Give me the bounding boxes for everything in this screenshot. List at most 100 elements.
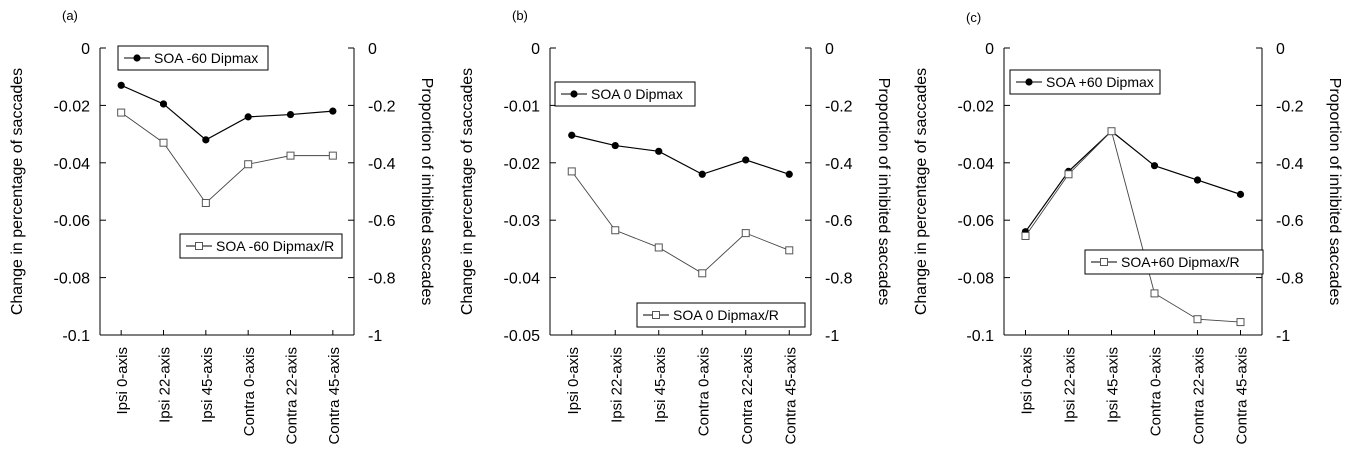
x-tick-label: Ipsi 45-axis	[199, 347, 216, 423]
x-tick-label: Contra 22-axis	[1191, 347, 1208, 445]
data-point	[1193, 315, 1202, 324]
legend-2: SOA 0 Dipmax/R	[636, 302, 806, 328]
legend-label: SOA +60 Dipmax	[1046, 74, 1154, 90]
y2-tick-label: -1	[368, 328, 382, 345]
data-point	[698, 170, 706, 178]
data-point	[159, 138, 168, 147]
y-tick-label: -0.02	[504, 156, 541, 173]
data-point	[785, 170, 793, 178]
y2-tick-label: -0.8	[368, 271, 396, 288]
y2-axis-label: Proportion of inhibited saccades	[418, 78, 435, 306]
data-point	[286, 151, 295, 160]
y-tick-label: -0.01	[504, 98, 541, 115]
data-point	[1064, 170, 1073, 179]
legend-marker	[1025, 78, 1033, 86]
legend-2: SOA+60 Dipmax/R	[1084, 249, 1264, 275]
data-point	[1021, 231, 1030, 240]
legend-marker	[195, 242, 203, 250]
data-point	[698, 269, 707, 278]
data-point	[117, 81, 125, 89]
y2-tick-label: -0.4	[825, 156, 853, 173]
series-line-2	[120, 112, 333, 204]
x-tick-label: Contra 22-axis	[739, 347, 756, 445]
data-point	[611, 226, 620, 235]
y2-tick-label: -0.8	[825, 271, 853, 288]
data-point	[742, 156, 750, 164]
y2-tick-label: -0.4	[1276, 156, 1304, 173]
y2-tick-label: -0.8	[1276, 271, 1304, 288]
data-point	[244, 160, 253, 169]
y-tick-label: -0.06	[958, 213, 995, 230]
y2-tick-label: -0.6	[368, 213, 396, 230]
data-point	[117, 108, 126, 117]
y-tick-label: 0	[985, 41, 994, 58]
y-tick-label: 0	[81, 41, 90, 58]
x-tick-label: Ipsi 0-axis	[1019, 347, 1036, 415]
data-point	[1150, 162, 1159, 170]
x-tick-label: Contra 45-axis	[1234, 347, 1251, 445]
y-tick-label: -0.02	[958, 98, 995, 115]
y2-tick-label: -1	[1276, 328, 1290, 345]
y2-tick-label: -0.2	[368, 98, 396, 115]
y-tick-label: -0.08	[958, 271, 995, 288]
x-tick-label: Contra 45-axis	[326, 347, 343, 445]
legend-1: SOA 0 Dipmax	[554, 81, 696, 107]
x-tick-label: Ipsi 22-axis	[157, 347, 174, 423]
x-tick-label: Ipsi 0-axis	[114, 347, 131, 415]
data-point	[741, 229, 750, 238]
y-axis-label: Change in percentage of saccades	[459, 68, 476, 315]
y-tick-label: -0.06	[54, 213, 91, 230]
data-point	[201, 198, 210, 207]
y-tick-label: -0.1	[966, 328, 994, 345]
data-point	[202, 136, 210, 144]
y-tick-label: -0.03	[504, 213, 541, 230]
legend-marker	[133, 54, 141, 62]
y-tick-label: -0.08	[54, 271, 91, 288]
data-point	[286, 110, 295, 119]
legend-marker	[570, 90, 578, 98]
x-tick-label: Ipsi 45-axis	[652, 347, 669, 423]
legend-1: SOA -60 Dipmax	[117, 45, 269, 71]
data-point	[329, 107, 337, 115]
y2-axis-label: Proportion of inhibited saccades	[1326, 78, 1343, 306]
series-line-1	[1025, 130, 1241, 233]
x-tick-label: Ipsi 22-axis	[608, 347, 625, 423]
legend-2: SOA -60 Dipmax/R	[179, 233, 343, 259]
x-tick-label: Ipsi 45-axis	[1105, 347, 1122, 423]
panel-label: (a)	[62, 8, 78, 23]
panel-label: (b)	[512, 8, 528, 23]
legend-label: SOA -60 Dipmax	[154, 50, 258, 66]
x-tick-label: Ipsi 0-axis	[565, 347, 582, 415]
y2-tick-label: 0	[825, 41, 834, 58]
y2-axis-label: Proportion of inhibited saccades	[875, 78, 892, 306]
y2-tick-label: -0.6	[1276, 213, 1304, 230]
y2-tick-label: -1	[825, 328, 839, 345]
legend-label: SOA+60 Dipmax/R	[1121, 254, 1240, 270]
series-line-2	[571, 171, 790, 274]
y-tick-label: -0.04	[504, 271, 541, 288]
y-tick-label: -0.04	[54, 156, 91, 173]
x-tick-label: Contra 22-axis	[284, 347, 301, 445]
legend-label: SOA 0 Dipmax	[591, 86, 683, 102]
data-point	[1150, 289, 1159, 298]
y-axis-label: Change in percentage of saccades	[913, 68, 930, 315]
y-tick-label: -0.05	[504, 328, 541, 345]
y2-tick-label: -0.2	[825, 98, 853, 115]
series-line-1	[571, 134, 790, 175]
x-tick-label: Contra 0-axis	[241, 347, 258, 436]
y-tick-label: -0.1	[62, 328, 90, 345]
data-point	[1236, 318, 1245, 327]
data-point	[654, 243, 663, 252]
legend-label: SOA 0 Dipmax/R	[673, 307, 779, 323]
data-point	[655, 147, 663, 155]
x-tick-label: Contra 45-axis	[782, 347, 799, 445]
y2-tick-label: -0.4	[368, 156, 396, 173]
panel-label: (c)	[966, 10, 981, 25]
data-point	[244, 113, 252, 121]
data-point	[1236, 190, 1245, 198]
data-point	[785, 246, 794, 255]
y-tick-label: 0	[531, 41, 540, 58]
chart-panel-3: (c) 0 -0.02 -0.04 -0.06 -0.08 -0.1 0 -0.2 -0.4 -0.…	[913, 10, 1343, 445]
x-tick-label: Ipsi 22-axis	[1062, 347, 1079, 423]
